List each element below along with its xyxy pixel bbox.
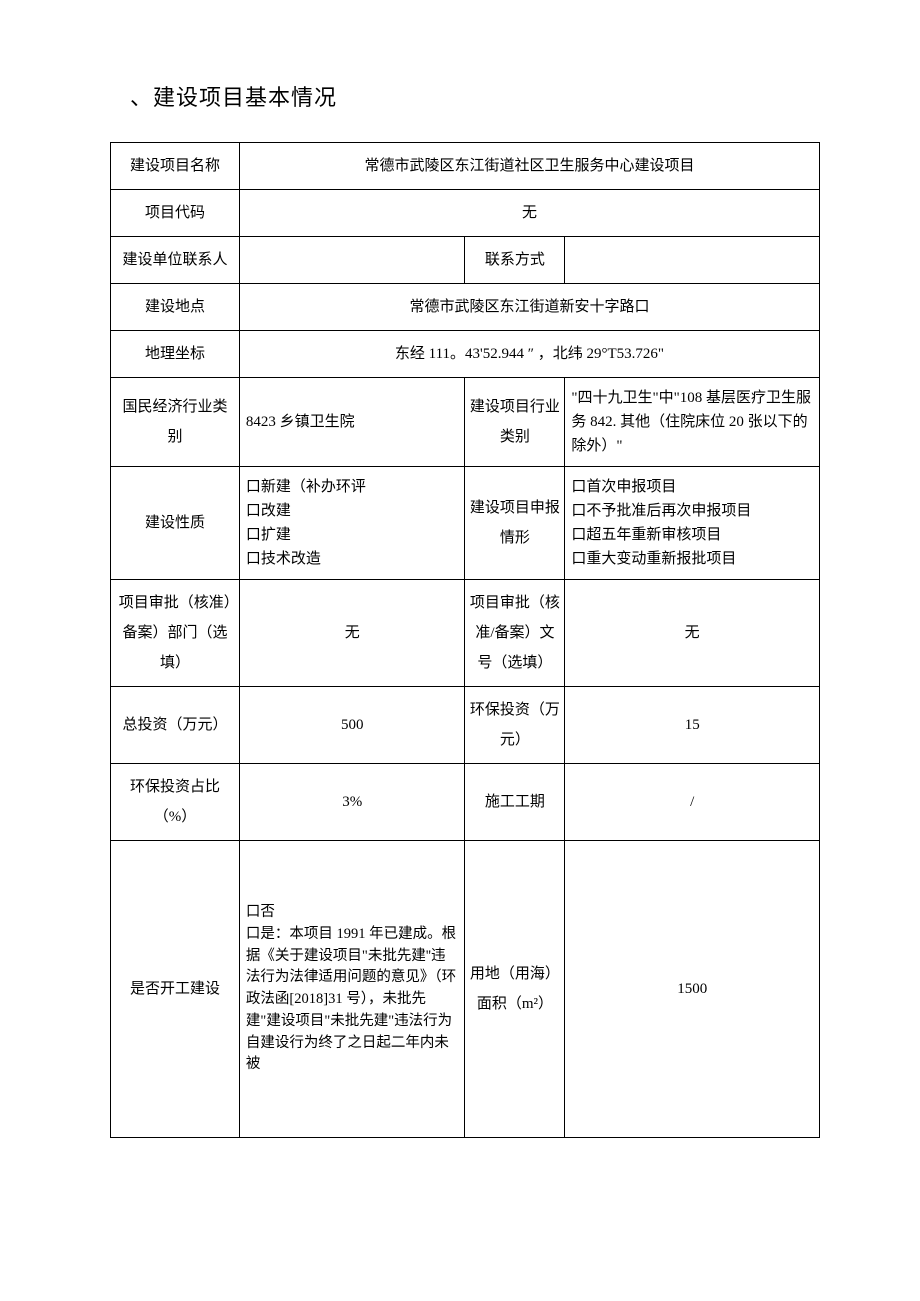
cell-value: 口新建（补办环评 口改建 口扩建 口技术改造 <box>239 467 465 580</box>
cell-label: 环保投资（万元） <box>465 687 565 764</box>
table-row: 建设地点 常德市武陵区东江街道新安十字路口 <box>111 284 820 331</box>
cell-value: 无 <box>565 580 820 687</box>
cell-value: 3% <box>239 764 465 841</box>
cell-label: 建设项目名称 <box>111 143 240 190</box>
cell-label: 建设单位联系人 <box>111 237 240 284</box>
cell-value: 无 <box>239 580 465 687</box>
cell-label: 是否开工建设 <box>111 841 240 1138</box>
table-row: 建设性质 口新建（补办环评 口改建 口扩建 口技术改造 建设项目申报情形 口首次… <box>111 467 820 580</box>
cell-value: 8423 乡镇卫生院 <box>239 378 465 467</box>
table-row: 环保投资占比（%） 3% 施工工期 / <box>111 764 820 841</box>
section-heading: 、建设项目基本情况 <box>130 80 820 112</box>
cell-value: 口否 口是：本项目 1991 年已建成。根据《关于建设项目"未批先建''违法行为… <box>239 841 465 1138</box>
table-row: 项目代码 无 <box>111 190 820 237</box>
table-row: 建设单位联系人 联系方式 <box>111 237 820 284</box>
cell-label: 建设性质 <box>111 467 240 580</box>
project-info-table: 建设项目名称 常德市武陵区东江街道社区卫生服务中心建设项目 项目代码 无 建设单… <box>110 142 820 1138</box>
cell-value <box>239 237 465 284</box>
table-row: 项目审批（核准）备案）部门（选填） 无 项目审批（核准/备案）文号（选填） 无 <box>111 580 820 687</box>
cell-label: 用地（用海）面积（m²） <box>465 841 565 1138</box>
cell-value: 口首次申报项目 口不予批准后再次申报项目 口超五年重新审核项目 口重大变动重新报… <box>565 467 820 580</box>
cell-value <box>565 237 820 284</box>
cell-label: 项目审批（核准/备案）文号（选填） <box>465 580 565 687</box>
table-row: 地理坐标 东经 111。43'52.944 ″ ，北纬 29°T53.726" <box>111 331 820 378</box>
table-row: 国民经济行业类别 8423 乡镇卫生院 建设项目行业类别 "四十九卫生"中"10… <box>111 378 820 467</box>
table-row: 是否开工建设 口否 口是：本项目 1991 年已建成。根据《关于建设项目"未批先… <box>111 841 820 1138</box>
cell-label: 地理坐标 <box>111 331 240 378</box>
cell-label: 建设项目行业类别 <box>465 378 565 467</box>
cell-value: 常德市武陵区东江街道新安十字路口 <box>239 284 819 331</box>
cell-label: 联系方式 <box>465 237 565 284</box>
cell-label: 建设项目申报情形 <box>465 467 565 580</box>
cell-label: 建设地点 <box>111 284 240 331</box>
cell-value: 1500 <box>565 841 820 1138</box>
cell-label: 环保投资占比（%） <box>111 764 240 841</box>
cell-value: / <box>565 764 820 841</box>
cell-label: 总投资（万元） <box>111 687 240 764</box>
cell-value: 东经 111。43'52.944 ″ ，北纬 29°T53.726" <box>239 331 819 378</box>
cell-value: 无 <box>239 190 819 237</box>
cell-label: 项目代码 <box>111 190 240 237</box>
cell-value: 15 <box>565 687 820 764</box>
cell-label: 国民经济行业类别 <box>111 378 240 467</box>
cell-label: 施工工期 <box>465 764 565 841</box>
table-row: 建设项目名称 常德市武陵区东江街道社区卫生服务中心建设项目 <box>111 143 820 190</box>
table-row: 总投资（万元） 500 环保投资（万元） 15 <box>111 687 820 764</box>
cell-value: "四十九卫生"中"108 基层医疗卫生服务 842. 其他（住院床位 20 张以… <box>565 378 820 467</box>
cell-value: 500 <box>239 687 465 764</box>
cell-value: 常德市武陵区东江街道社区卫生服务中心建设项目 <box>239 143 819 190</box>
cell-label: 项目审批（核准）备案）部门（选填） <box>111 580 240 687</box>
document-page: 、建设项目基本情况 建设项目名称 常德市武陵区东江街道社区卫生服务中心建设项目 … <box>0 0 920 1178</box>
